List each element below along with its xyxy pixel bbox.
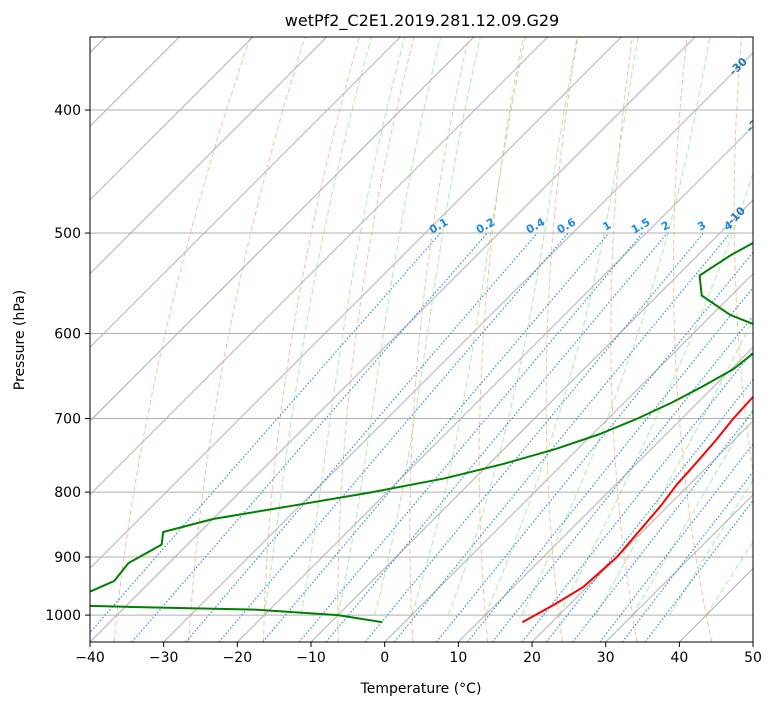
x-tick-label: 50 xyxy=(744,650,762,666)
y-tick-label: 1000 xyxy=(45,608,81,624)
chart-title: wetPf2_C2E1.2019.281.12.09.G29 xyxy=(285,11,559,31)
y-tick-label: 500 xyxy=(54,226,81,242)
x-tick-label: −10 xyxy=(296,650,326,666)
y-tick-label: 700 xyxy=(54,412,81,428)
x-tick-label: 30 xyxy=(597,650,615,666)
x-tick-label: 10 xyxy=(449,650,467,666)
x-tick-label: 40 xyxy=(670,650,688,666)
y-tick-label: 800 xyxy=(54,485,81,501)
y-tick-label: 900 xyxy=(54,550,81,566)
x-tick-label: −20 xyxy=(223,650,253,666)
x-tick-label: −40 xyxy=(75,650,105,666)
x-tick-label: −30 xyxy=(149,650,179,666)
y-tick-label: 600 xyxy=(54,327,81,343)
x-axis-label: Temperature (°C) xyxy=(360,681,482,697)
x-tick-label: 0 xyxy=(380,650,389,666)
y-tick-label: 400 xyxy=(54,103,81,119)
y-axis-label: Pressure (hPa) xyxy=(12,290,28,390)
x-tick-label: 20 xyxy=(523,650,541,666)
